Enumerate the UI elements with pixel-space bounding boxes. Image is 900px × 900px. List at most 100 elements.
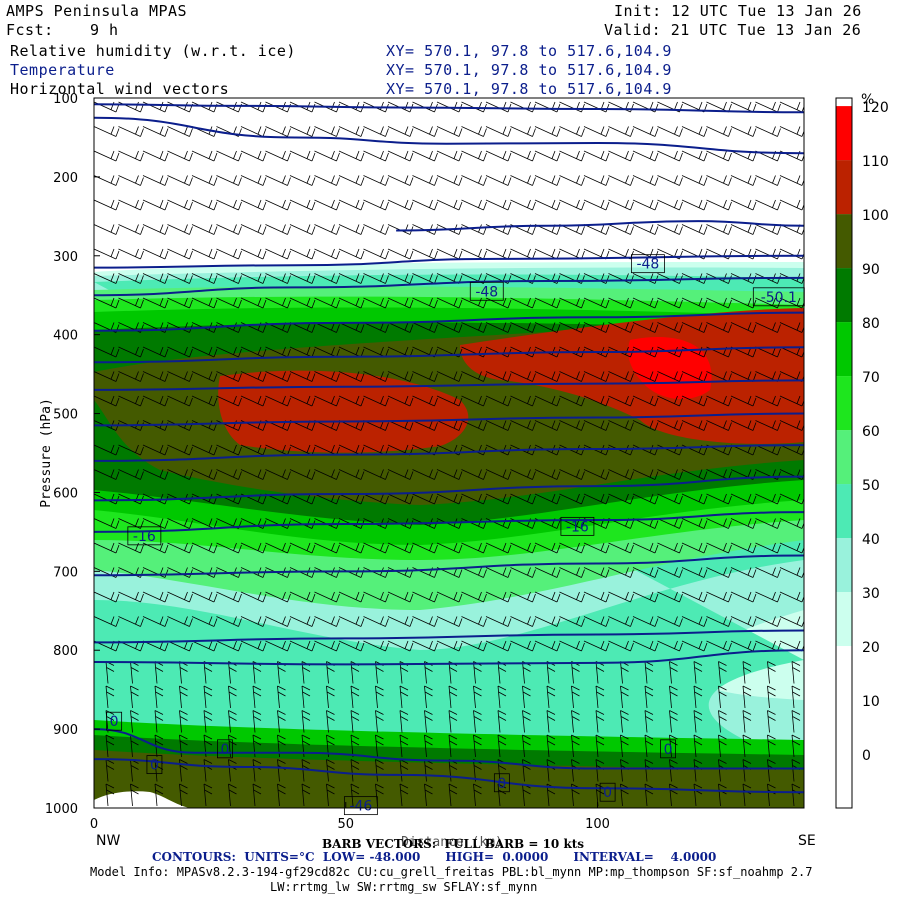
wind-barb bbox=[730, 297, 757, 309]
wind-barb bbox=[791, 661, 801, 684]
colorbar-swatch bbox=[836, 214, 852, 269]
wind-barb bbox=[240, 346, 267, 358]
wind-barb bbox=[461, 371, 487, 382]
wind-barb bbox=[412, 542, 438, 554]
wind-barb bbox=[632, 371, 659, 382]
wind-barb bbox=[730, 493, 757, 505]
wind-barb bbox=[608, 297, 634, 309]
wind-barb bbox=[706, 395, 732, 407]
wind-barb bbox=[167, 199, 193, 211]
wind-barb bbox=[693, 661, 703, 684]
wind-barb bbox=[191, 273, 218, 284]
wind-barb bbox=[583, 297, 610, 309]
wind-barb bbox=[314, 616, 340, 627]
wind-barb bbox=[142, 297, 169, 309]
contour-label-box bbox=[660, 739, 676, 759]
wind-barb bbox=[546, 685, 556, 709]
wind-barb bbox=[216, 150, 242, 162]
wind-barb bbox=[448, 710, 458, 733]
wind-barb bbox=[240, 469, 267, 480]
y-tick-label: 200 bbox=[53, 171, 78, 186]
contour-label: 0 bbox=[110, 714, 119, 730]
temperature-contour-line bbox=[94, 276, 804, 297]
wind-barb bbox=[534, 126, 561, 137]
colorbar-tick-label: 10 bbox=[862, 694, 880, 710]
wind-barb bbox=[118, 346, 144, 358]
contour-label-box bbox=[343, 796, 378, 816]
wind-barb bbox=[755, 444, 781, 456]
wind-barb bbox=[167, 175, 193, 186]
wind-barb bbox=[620, 734, 629, 758]
wind-barb bbox=[289, 444, 316, 456]
wind-barb bbox=[473, 685, 482, 709]
wind-barb bbox=[240, 640, 267, 652]
wind-barb bbox=[608, 126, 634, 137]
wind-barb bbox=[314, 297, 340, 309]
wind-barb bbox=[608, 616, 634, 627]
wind-barb bbox=[338, 150, 365, 162]
field-name-temperature: Temperature bbox=[10, 61, 115, 79]
y-tick-label: 900 bbox=[53, 723, 78, 738]
wind-barb bbox=[265, 224, 291, 235]
wind-barb bbox=[118, 248, 144, 260]
contour-label-box bbox=[127, 526, 162, 546]
wind-barb bbox=[118, 175, 144, 186]
wind-barb bbox=[534, 542, 561, 554]
wind-barb bbox=[583, 542, 610, 554]
wind-barb bbox=[363, 199, 389, 211]
x-end-left: NW bbox=[96, 833, 120, 849]
wind-barb bbox=[681, 493, 708, 505]
wind-barb bbox=[338, 616, 365, 627]
wind-barb bbox=[94, 150, 120, 162]
wind-barb bbox=[142, 248, 169, 260]
temperature-contour-line bbox=[94, 728, 804, 770]
wind-barb bbox=[534, 150, 561, 162]
wind-barb bbox=[485, 248, 512, 260]
wind-barb bbox=[424, 710, 433, 733]
temperature-contour-line bbox=[94, 311, 804, 332]
wind-barb bbox=[583, 199, 610, 211]
wind-barb bbox=[546, 734, 556, 758]
wind-barb bbox=[240, 150, 267, 162]
wind-barb bbox=[534, 469, 561, 480]
wind-barb bbox=[216, 469, 242, 480]
wind-barb bbox=[681, 322, 708, 333]
wind-barb bbox=[583, 322, 610, 333]
wind-barb bbox=[412, 199, 438, 211]
wind-barb bbox=[534, 616, 561, 627]
wind-barb bbox=[767, 685, 776, 709]
wind-barb bbox=[363, 175, 389, 186]
wind-barb bbox=[534, 493, 561, 505]
wind-barb bbox=[363, 273, 389, 284]
wind-barb bbox=[94, 542, 120, 554]
wind-barb bbox=[314, 469, 340, 480]
wind-barb bbox=[289, 224, 316, 235]
wind-barb bbox=[436, 395, 463, 407]
wind-barb bbox=[742, 734, 752, 758]
wind-barb bbox=[289, 346, 316, 358]
wind-barb bbox=[94, 616, 120, 627]
wind-barb bbox=[755, 567, 781, 578]
wind-barb bbox=[644, 783, 654, 807]
wind-barb bbox=[681, 567, 708, 578]
wind-barb bbox=[681, 175, 708, 186]
wind-barb bbox=[216, 371, 242, 382]
wind-barb bbox=[167, 371, 193, 382]
wind-barb bbox=[363, 322, 389, 333]
field-xy-wind: XY= 570.1, 97.8 to 517.6,104.9 bbox=[386, 80, 672, 98]
wind-barb bbox=[216, 616, 242, 627]
wind-barb bbox=[534, 248, 561, 260]
wind-barb bbox=[461, 248, 487, 260]
wind-barb bbox=[632, 493, 659, 505]
wind-barb bbox=[363, 395, 389, 407]
wind-barb bbox=[510, 297, 536, 309]
wind-barb bbox=[706, 371, 732, 382]
wind-barb bbox=[755, 322, 781, 333]
wind-barb bbox=[167, 444, 193, 456]
wind-barb bbox=[644, 685, 654, 709]
wind-barb bbox=[497, 685, 507, 709]
contour-label-box bbox=[560, 516, 595, 536]
colorbar-swatch bbox=[836, 268, 852, 323]
contour-label: -48 bbox=[636, 257, 659, 273]
wind-barb bbox=[559, 199, 585, 211]
